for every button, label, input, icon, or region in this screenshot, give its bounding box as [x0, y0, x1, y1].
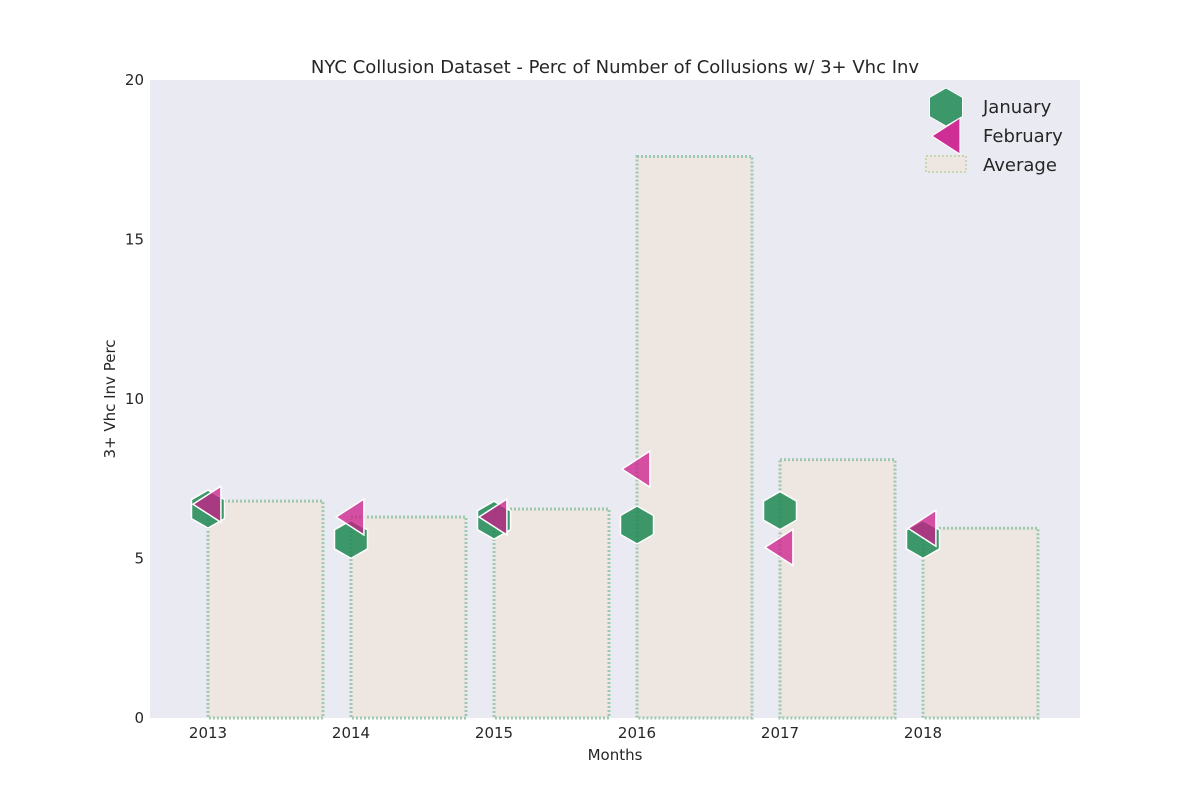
point-february-2017 [763, 527, 794, 567]
y-tick-label: 5 [134, 550, 144, 568]
bar-2013 [206, 499, 325, 720]
x-tick-label: 2013 [189, 724, 227, 742]
point-february-2015 [477, 497, 508, 537]
legend-item-average: Average [925, 155, 1057, 176]
y-tick-label: 0 [134, 709, 144, 727]
legend: January February Average [925, 87, 1063, 176]
point-february-2016 [620, 449, 651, 489]
bars-layer [206, 155, 1040, 720]
legend-triangle-marker [931, 117, 961, 155]
bar-2018 [921, 526, 1040, 720]
x-tick-label: 2017 [761, 724, 799, 742]
bar-2017 [778, 458, 897, 720]
x-axis-ticks: 2013 2014 2015 2016 2017 2018 [189, 724, 942, 742]
x-tick-label: 2018 [904, 724, 942, 742]
bar-2015 [492, 507, 611, 720]
point-february-2013 [191, 484, 222, 524]
legend-item-february: February [931, 117, 1063, 155]
point-january-2016 [619, 505, 655, 545]
bar-2016 [635, 155, 754, 720]
y-axis-label: 3+ Vhc Inv Perc [101, 339, 119, 458]
x-tick-label: 2014 [332, 724, 370, 742]
y-tick-label: 10 [125, 390, 144, 408]
y-tick-label: 20 [125, 71, 144, 89]
legend-label-february: February [983, 126, 1063, 147]
legend-bar-patch [925, 155, 967, 173]
x-axis-label: Months [588, 746, 643, 764]
chart-title: NYC Collusion Dataset - Perc of Number o… [311, 57, 919, 78]
legend-item-january: January [929, 87, 1052, 127]
y-axis-ticks: 0 5 10 15 20 [125, 71, 144, 727]
point-february-2014 [334, 497, 365, 537]
legend-label-january: January [982, 97, 1052, 118]
x-tick-label: 2016 [618, 724, 656, 742]
markers-layer [190, 449, 941, 567]
point-february-2018 [906, 508, 937, 548]
legend-label-average: Average [983, 155, 1057, 176]
point-january-2017 [762, 490, 798, 531]
legend-hexagon-marker [929, 87, 963, 127]
bar-2014 [349, 515, 468, 720]
x-tick-label: 2015 [475, 724, 513, 742]
y-tick-label: 15 [125, 231, 144, 249]
